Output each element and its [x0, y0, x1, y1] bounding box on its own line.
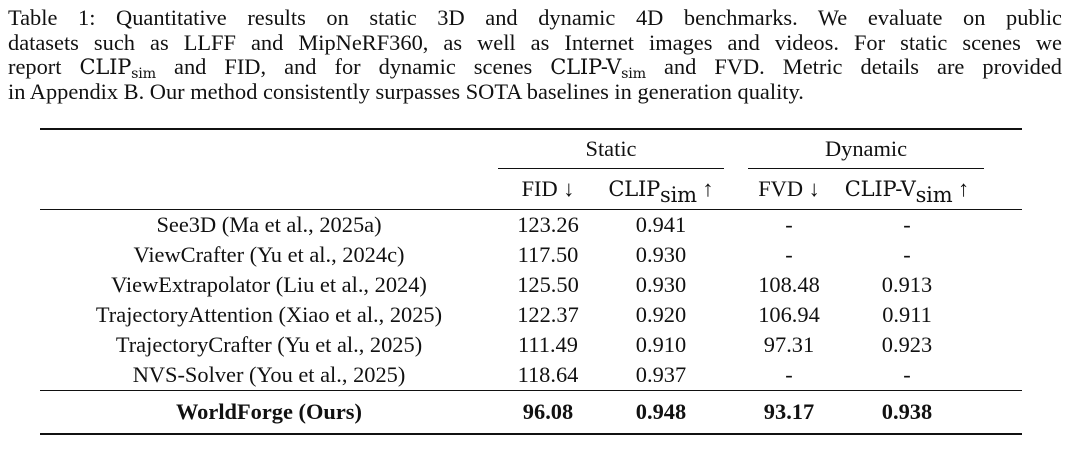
cell-fid: 111.49	[518, 332, 578, 357]
cell-fvd: -	[785, 212, 793, 237]
table-body: See3D (Ma et al., 2025a) 123.26 0.941- - Vie…	[40, 210, 1022, 391]
cell-method: TrajectoryCrafter (Yu et al., 2025)	[115, 332, 423, 357]
ours-clipv: 0.938	[881, 399, 933, 424]
results-table: Static Dynamic FID ↓ CLIPsim ↑ FVD ↓ CLI…	[40, 128, 1022, 436]
cell-fvd: -	[785, 242, 793, 267]
cell-method: ViewExtrapolator (Liu et al., 2024)	[111, 272, 427, 297]
cell-method: See3D (Ma et al., 2025a)	[156, 212, 382, 237]
table-row: ViewCrafter (Yu et al., 2024c) 117.50 0.93…	[40, 240, 1022, 270]
cell-clip: 0.910	[635, 332, 687, 357]
caption-line-1: Table 1: Quantitative results on static …	[8, 5, 1062, 30]
cell-fid: 123.26	[517, 212, 579, 237]
table-row: TrajectoryCrafter (Yu et al., 2025) 111.4…	[40, 330, 1022, 360]
cell-clip: 0.930	[635, 272, 687, 297]
table-caption: Table 1: Quantitative results on static …	[8, 5, 1063, 104]
cell-fvd: -	[785, 362, 793, 387]
cell-fvd: 106.94	[758, 302, 820, 327]
cell-fvd: 97.31	[763, 332, 815, 357]
col-clip-sim: CLIPsim ↑	[608, 176, 714, 207]
clip-sim-term: CLIPsim	[79, 55, 157, 82]
group-dynamic: Dynamic	[748, 130, 984, 169]
cell-clip: 0.920	[635, 302, 687, 327]
ours-fid: 96.08	[522, 399, 574, 424]
cell-clipv: 0.913	[881, 272, 933, 297]
cell-clipv: 0.911	[882, 302, 932, 327]
group-header-row: Static Dynamic	[40, 130, 1022, 169]
cell-method: TrajectoryAttention (Xiao et al., 2025)	[95, 302, 443, 327]
table-row: TrajectoryAttention (Xiao et al., 2025) 1…	[40, 300, 1022, 330]
cell-clipv: -	[903, 242, 911, 267]
clip-v-sim-term: CLIP-Vsim	[550, 55, 646, 82]
ours-row: WorldForge (Ours) 96.08 0.948 93.17 0.93…	[40, 391, 1022, 434]
caption-line-3: report CLIPsim and FID, and for dynamic …	[8, 54, 1063, 82]
cell-clip: 0.930	[635, 242, 687, 267]
cell-clip: 0.937	[635, 362, 687, 387]
table-row: See3D (Ma et al., 2025a) 123.26 0.941 - -	[40, 210, 1022, 240]
cell-clipv: -	[903, 362, 911, 387]
caption-line-4: in Appendix B. Our method consistently s…	[8, 78, 804, 104]
cell-fid: 122.37	[517, 302, 579, 327]
col-clip-v-sim: CLIP-Vsim ↑	[844, 176, 970, 207]
cell-fvd: 108.48	[758, 272, 820, 297]
table-row: NVS-Solver (You et al., 2025) 118.64 0.937…	[40, 360, 1022, 391]
group-static: Static	[498, 130, 724, 169]
cell-fid: 118.64	[517, 362, 579, 387]
cell-clipv: 0.923	[881, 332, 933, 357]
cell-method: NVS-Solver (You et al., 2025)	[132, 362, 406, 387]
ours-clip: 0.948	[635, 399, 687, 424]
table-row: ViewExtrapolator (Liu et al., 2024) 125.5…	[40, 270, 1022, 300]
cell-clipv: -	[903, 212, 911, 237]
col-fvd: FVD ↓	[758, 176, 820, 201]
ours-fvd: 93.17	[763, 399, 815, 424]
cell-clip: 0.941	[635, 212, 687, 237]
cell-method: ViewCrafter (Yu et al., 2024c)	[133, 242, 405, 267]
cell-fid: 117.50	[517, 242, 579, 267]
col-fid: FID ↓	[521, 176, 575, 201]
cell-fid: 125.50	[517, 272, 579, 297]
column-header-row: FID ↓ CLIPsim ↑ FVD ↓ CLIP-Vsim ↑	[40, 169, 1022, 210]
caption-line-2: datasets such as LLFF and MipNeRF360, as…	[8, 29, 1062, 55]
ours-method: WorldForge (Ours)	[176, 399, 362, 424]
